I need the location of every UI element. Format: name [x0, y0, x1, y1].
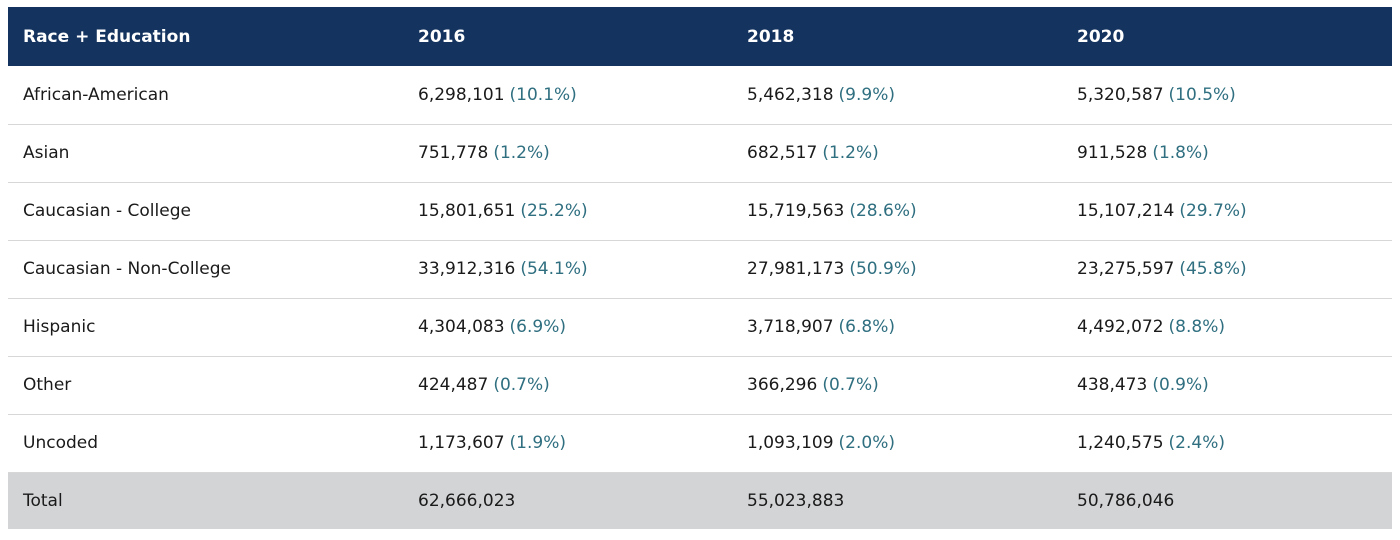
cell-percent: (54.1%)	[520, 259, 588, 279]
cell-2016: 751,778 (1.2%)	[403, 124, 732, 182]
cell-percent: (0.7%)	[822, 375, 879, 395]
cell-value: 1,093,109	[747, 433, 834, 453]
cell-value: 15,107,214	[1077, 201, 1175, 221]
table-row: Uncoded 1,173,607 (1.9%) 1,093,109 (2.0%) …	[8, 414, 1392, 472]
cell-percent: (10.1%)	[509, 84, 577, 105]
cell-value: 5,320,587	[1077, 84, 1164, 105]
cell-2018: 1,093,109 (2.0%)	[732, 414, 1062, 472]
cell-2016: 15,801,651 (25.2%)	[403, 182, 732, 240]
header-row: Race + Education 2016 2018 2020	[8, 7, 1392, 66]
row-label: African-American	[23, 84, 169, 105]
table-row: Caucasian - Non-College 33,912,316 (54.1%…	[8, 240, 1392, 298]
cell-2018: 682,517 (1.2%)	[732, 124, 1062, 182]
cell-2020: 4,492,072 (8.8%)	[1062, 298, 1392, 356]
cell-2016: 6,298,101 (10.1%)	[403, 66, 732, 124]
cell-percent: (28.6%)	[849, 201, 917, 221]
total-label: Total	[23, 490, 63, 511]
row-label: Uncoded	[23, 433, 99, 453]
cell-value: 751,778	[418, 143, 489, 163]
cell-value: 33,912,316	[418, 259, 516, 279]
cell-2016: 33,912,316 (54.1%)	[403, 240, 732, 298]
cell-2020: 1,240,575 (2.4%)	[1062, 414, 1392, 472]
row-label: Caucasian - Non-College	[23, 259, 231, 279]
cell-percent: (10.5%)	[1168, 84, 1236, 105]
cell-percent: (0.7%)	[493, 375, 550, 395]
cell-percent: (2.4%)	[1168, 433, 1225, 453]
total-2020: 50,786,046	[1077, 490, 1175, 511]
cell-percent: (45.8%)	[1179, 259, 1247, 279]
header-2020: 2020	[1077, 26, 1125, 47]
cell-percent: (9.9%)	[838, 84, 895, 105]
cell-2018: 366,296 (0.7%)	[732, 356, 1062, 414]
cell-value: 1,173,607	[418, 433, 505, 453]
table-row: Asian 751,778 (1.2%) 682,517 (1.2%) 911,52…	[8, 124, 1392, 182]
cell-value: 911,528	[1077, 143, 1148, 163]
cell-value: 1,240,575	[1077, 433, 1164, 453]
cell-value: 682,517	[747, 143, 818, 163]
race-education-table: Race + Education 2016 2018 2020 African-…	[8, 7, 1392, 529]
table-body: African-American 6,298,101 (10.1%) 5,462,…	[8, 66, 1392, 529]
cell-2020: 911,528 (1.8%)	[1062, 124, 1392, 182]
cell-percent: (6.9%)	[509, 317, 566, 337]
cell-2020: 438,473 (0.9%)	[1062, 356, 1392, 414]
table-row: Hispanic 4,304,083 (6.9%) 3,718,907 (6.8%)…	[8, 298, 1392, 356]
cell-percent: (6.8%)	[838, 317, 895, 337]
table-row: African-American 6,298,101 (10.1%) 5,462,…	[8, 66, 1392, 124]
cell-percent: (29.7%)	[1179, 201, 1247, 221]
cell-2018: 15,719,563 (28.6%)	[732, 182, 1062, 240]
total-2016: 62,666,023	[418, 490, 516, 511]
cell-2016: 424,487 (0.7%)	[403, 356, 732, 414]
cell-value: 4,304,083	[418, 317, 505, 337]
cell-value: 366,296	[747, 375, 818, 395]
total-row: Total 62,666,023 55,023,883 50,786,046	[8, 472, 1392, 529]
table-header: Race + Education 2016 2018 2020	[8, 7, 1392, 66]
cell-percent: (1.8%)	[1152, 143, 1209, 163]
cell-value: 4,492,072	[1077, 317, 1164, 337]
cell-value: 27,981,173	[747, 259, 845, 279]
cell-percent: (1.2%)	[493, 143, 550, 163]
cell-percent: (1.9%)	[509, 433, 566, 453]
cell-value: 15,801,651	[418, 201, 516, 221]
cell-percent: (8.8%)	[1168, 317, 1225, 337]
row-label: Hispanic	[23, 317, 96, 337]
cell-percent: (25.2%)	[520, 201, 588, 221]
header-2016: 2016	[418, 26, 466, 47]
total-2018: 55,023,883	[747, 490, 845, 511]
cell-percent: (1.2%)	[822, 143, 879, 163]
row-label: Caucasian - College	[23, 201, 191, 221]
cell-2016: 4,304,083 (6.9%)	[403, 298, 732, 356]
cell-value: 6,298,101	[418, 84, 505, 105]
cell-2018: 27,981,173 (50.9%)	[732, 240, 1062, 298]
cell-value: 15,719,563	[747, 201, 845, 221]
cell-value: 5,462,318	[747, 84, 834, 105]
header-2018: 2018	[747, 26, 795, 47]
cell-2020: 5,320,587 (10.5%)	[1062, 66, 1392, 124]
cell-2016: 1,173,607 (1.9%)	[403, 414, 732, 472]
cell-value: 424,487	[418, 375, 489, 395]
cell-2020: 23,275,597 (45.8%)	[1062, 240, 1392, 298]
row-label: Other	[23, 375, 72, 395]
header-race-education: Race + Education	[23, 26, 191, 47]
cell-2018: 5,462,318 (9.9%)	[732, 66, 1062, 124]
cell-2018: 3,718,907 (6.8%)	[732, 298, 1062, 356]
cell-2020: 15,107,214 (29.7%)	[1062, 182, 1392, 240]
cell-percent: (50.9%)	[849, 259, 917, 279]
cell-value: 438,473	[1077, 375, 1148, 395]
cell-value: 23,275,597	[1077, 259, 1175, 279]
cell-percent: (0.9%)	[1152, 375, 1209, 395]
table-row: Caucasian - College 15,801,651 (25.2%) 15…	[8, 182, 1392, 240]
table-row: Other 424,487 (0.7%) 366,296 (0.7%) 438,47…	[8, 356, 1392, 414]
cell-value: 3,718,907	[747, 317, 834, 337]
cell-percent: (2.0%)	[838, 433, 895, 453]
data-table-container: Race + Education 2016 2018 2020 African-…	[8, 7, 1392, 529]
row-label: Asian	[23, 143, 70, 163]
